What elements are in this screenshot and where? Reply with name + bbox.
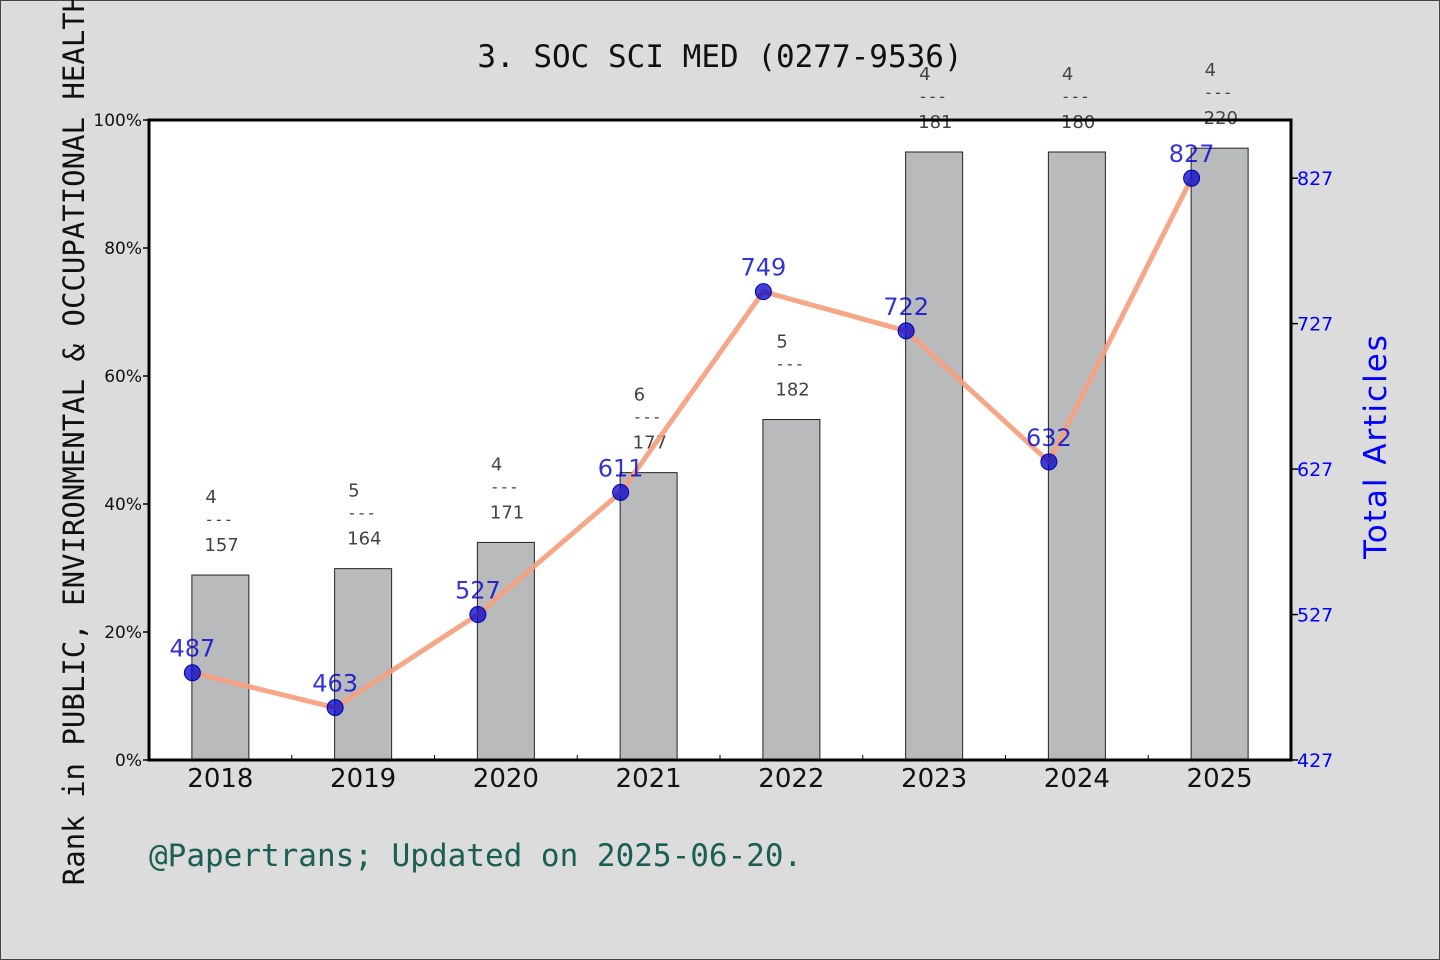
left-axis: 0% 20% 40% 60% 80% 100% bbox=[93, 111, 149, 771]
bar-rank-label: 4 bbox=[205, 487, 216, 508]
x-tick-label: 2020 bbox=[473, 764, 539, 794]
bar-rank-label: 4 bbox=[491, 454, 502, 475]
left-tick-label: 60% bbox=[104, 367, 142, 387]
bar bbox=[191, 574, 250, 761]
line-point bbox=[469, 606, 487, 624]
x-axis: 2018 2019 2020 2021 2022 2023 2024 2025 bbox=[148, 755, 1292, 794]
bar bbox=[1047, 151, 1106, 761]
right-axis: 427 527 627 727 827 bbox=[1291, 168, 1333, 772]
bar-total-label: 157 bbox=[204, 535, 238, 556]
bar-rank-label: 4 bbox=[919, 64, 930, 85]
bar-rank-label: 4 bbox=[1062, 64, 1073, 85]
bar bbox=[1190, 147, 1249, 761]
x-tick-label: 2023 bbox=[901, 764, 967, 794]
bar-total-label: 164 bbox=[347, 529, 381, 550]
line-point-label: 827 bbox=[1169, 140, 1215, 168]
line-point-label: 487 bbox=[169, 635, 215, 663]
bar-rank-label: 4 bbox=[1205, 60, 1216, 81]
bar-divider: --- bbox=[204, 510, 233, 529]
x-tick-label: 2018 bbox=[187, 764, 253, 794]
line-point-label: 527 bbox=[455, 577, 501, 605]
x-tick-label: 2019 bbox=[330, 764, 396, 794]
chart-title: 3. SOC SCI MED (0277-9536) bbox=[477, 39, 962, 75]
bar-rank-label: 6 bbox=[634, 385, 645, 406]
line-point bbox=[1040, 453, 1058, 471]
bar-divider: --- bbox=[347, 504, 376, 523]
bar-total-label: 171 bbox=[490, 502, 524, 523]
footer-note: @Papertrans; Updated on 2025-06-20. bbox=[149, 838, 802, 874]
bar-divider: --- bbox=[633, 408, 662, 427]
right-axis-title: Total Articles bbox=[1358, 333, 1394, 560]
right-tick-label: 627 bbox=[1297, 459, 1333, 481]
right-tick-label: 727 bbox=[1297, 314, 1333, 336]
plot-area bbox=[149, 120, 1291, 760]
bar-series bbox=[191, 147, 1249, 761]
line-point-label: 749 bbox=[740, 254, 786, 282]
bar bbox=[762, 419, 821, 761]
left-tick-label: 100% bbox=[93, 111, 142, 131]
left-tick-label: 80% bbox=[104, 239, 142, 259]
x-tick-label: 2025 bbox=[1187, 764, 1253, 794]
line-point-label: 632 bbox=[1026, 424, 1072, 452]
right-tick-label: 427 bbox=[1297, 750, 1333, 772]
line-series: 487 463 527 611 749 722 632 827 bbox=[169, 140, 1215, 717]
line-point-label: 722 bbox=[883, 293, 929, 321]
line-point bbox=[612, 483, 630, 501]
bar-total-label: 181 bbox=[918, 112, 952, 133]
plot-frame bbox=[147, 118, 1293, 762]
line-path bbox=[191, 177, 1194, 711]
line-point bbox=[897, 322, 915, 340]
bar-divider: --- bbox=[1204, 83, 1233, 102]
right-tick-label: 827 bbox=[1297, 168, 1333, 190]
bar-divider: --- bbox=[918, 87, 947, 106]
bar-divider: --- bbox=[1061, 87, 1090, 106]
bar bbox=[619, 472, 678, 761]
line-point bbox=[326, 699, 344, 717]
right-tick-label: 527 bbox=[1297, 605, 1333, 627]
bar-total-label: 182 bbox=[775, 380, 809, 401]
line-point-label: 611 bbox=[598, 454, 644, 482]
x-tick-label: 2024 bbox=[1044, 764, 1110, 794]
bar bbox=[334, 568, 393, 761]
bar-divider: --- bbox=[490, 477, 519, 496]
line-point bbox=[183, 664, 201, 682]
bar-divider: --- bbox=[775, 355, 804, 374]
left-tick-label: 20% bbox=[104, 623, 142, 643]
left-axis-title: Rank in PUBLIC, ENVIRONMENTAL & OCCUPATI… bbox=[57, 0, 91, 885]
x-tick-label: 2021 bbox=[616, 764, 682, 794]
left-tick-label: 0% bbox=[115, 751, 142, 771]
bar-total-label: 180 bbox=[1061, 112, 1095, 133]
bar bbox=[905, 151, 964, 761]
line-point bbox=[754, 283, 772, 301]
left-tick-label: 40% bbox=[104, 495, 142, 515]
bar bbox=[476, 541, 535, 761]
line-point bbox=[1183, 169, 1201, 187]
bar-rank-label: 5 bbox=[348, 481, 359, 502]
bar-rank-label: 5 bbox=[776, 332, 787, 353]
line-point-label: 463 bbox=[312, 670, 358, 698]
x-tick-label: 2022 bbox=[758, 764, 824, 794]
